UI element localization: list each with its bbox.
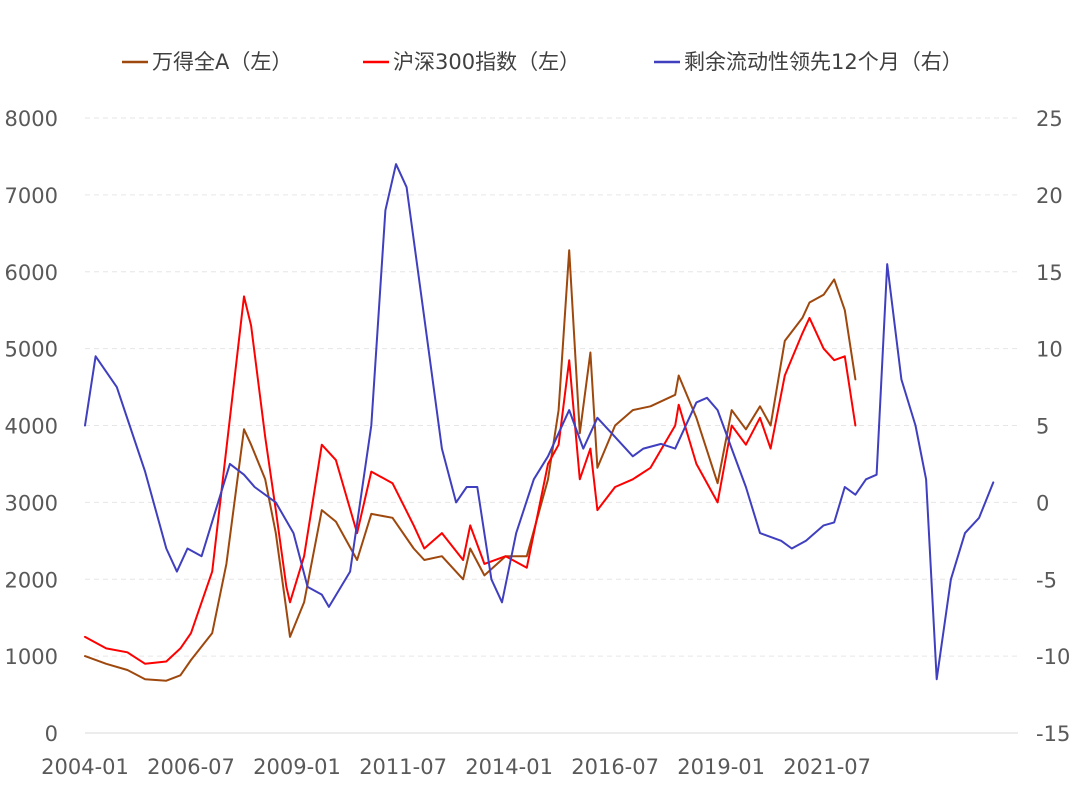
x-axis-ticks: 2004-01 2006-07 2009-01 2011-07 2014-01 2016-…: [41, 755, 871, 779]
x-tick-label: 2006-07: [147, 755, 235, 779]
x-tick-label: 2014-01: [465, 755, 553, 779]
left-tick-label: 6000: [5, 261, 58, 285]
right-tick-label: -10: [1036, 645, 1070, 669]
series-line-3: [84, 163, 995, 681]
legend: 万得全A（左） 沪深300指数（左） 剩余流动性领先12个月（右）: [122, 50, 963, 74]
right-tick-label: 20: [1036, 184, 1063, 208]
series-line-2: [84, 295, 857, 665]
series-line-1: [84, 249, 857, 682]
right-tick-label: -5: [1036, 568, 1057, 592]
left-tick-label: 2000: [5, 568, 58, 592]
legend-label-3: 剩余流动性领先12个月（右）: [684, 50, 963, 74]
left-axis-ticks: 0 1000 2000 3000 4000 5000 6000 7000 8000: [5, 107, 58, 746]
left-tick-label: 8000: [5, 107, 58, 131]
x-tick-label: 2009-01: [253, 755, 341, 779]
right-tick-label: 5: [1036, 415, 1049, 439]
right-tick-label: 25: [1036, 107, 1063, 131]
left-tick-label: 3000: [5, 491, 58, 515]
left-tick-label: 1000: [5, 645, 58, 669]
right-tick-label: 0: [1036, 491, 1049, 515]
legend-label-1: 万得全A（左）: [152, 50, 292, 74]
right-axis-ticks: -15 -10 -5 0 5 10 15 20 25: [1036, 107, 1070, 746]
x-tick-label: 2019-01: [677, 755, 765, 779]
x-tick-label: 2016-07: [571, 755, 659, 779]
series-lines: [84, 163, 995, 682]
x-tick-label: 2011-07: [359, 755, 447, 779]
x-tick-label: 2004-01: [41, 755, 129, 779]
legend-label-2: 沪深300指数（左）: [393, 50, 580, 74]
left-tick-label: 0: [45, 722, 58, 746]
left-tick-label: 5000: [5, 338, 58, 362]
left-tick-label: 7000: [5, 184, 58, 208]
gridlines: [85, 117, 1018, 734]
x-tick-label: 2021-07: [783, 755, 871, 779]
left-tick-label: 4000: [5, 415, 58, 439]
right-tick-label: 15: [1036, 261, 1063, 285]
right-tick-label: -15: [1036, 722, 1070, 746]
right-tick-label: 10: [1036, 338, 1063, 362]
